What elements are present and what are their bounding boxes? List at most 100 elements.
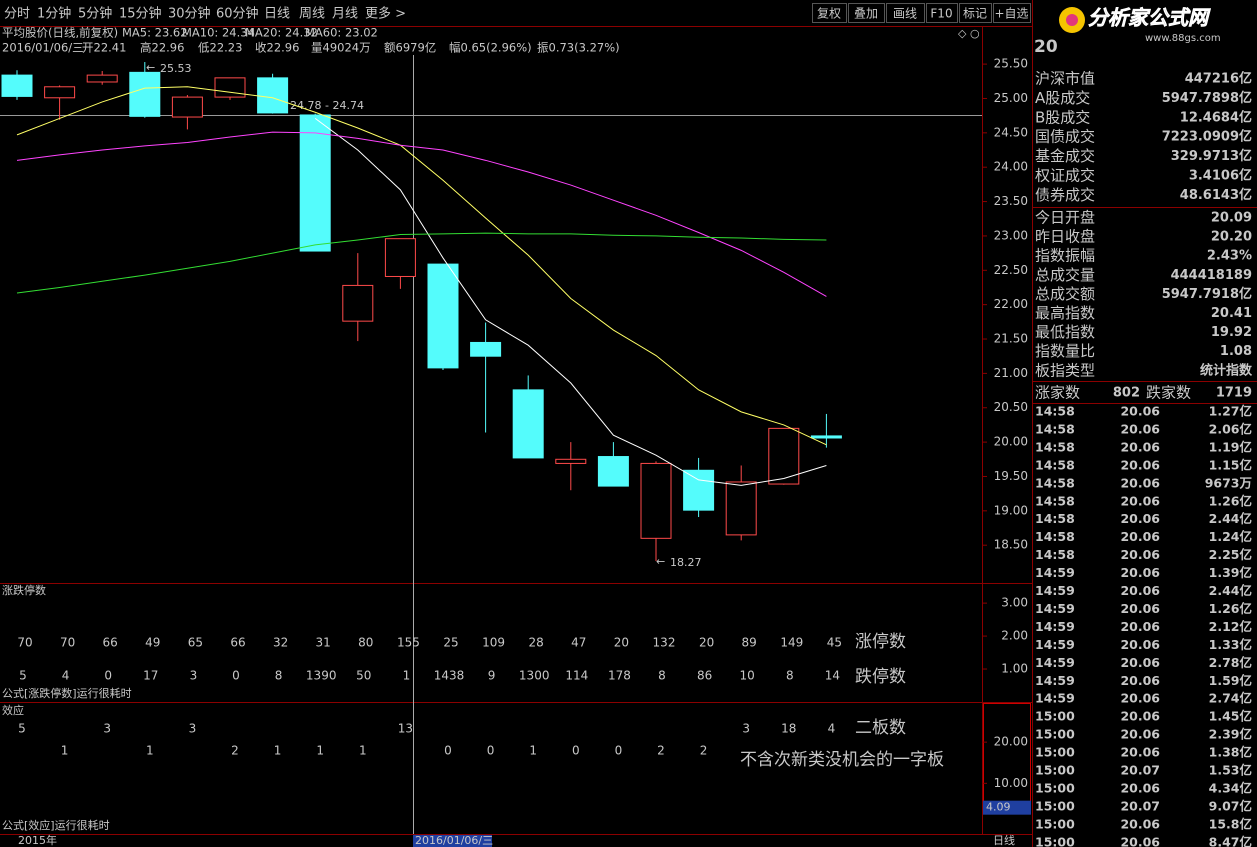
toolbar-button[interactable]: 画线 [893,7,917,21]
side-label: B股成交 [1035,108,1090,126]
tick-price: 20.07 [1120,763,1160,778]
y-tick-label: 21.50 [994,332,1028,346]
logo-title: 分析家公式网 [1088,6,1211,30]
info-label: 额6979亿 [384,41,436,55]
panel-title: 涨跌停数 [2,583,46,597]
candle-body [299,114,331,252]
y-tick-label: 22.50 [994,263,1028,277]
toolbar-tab[interactable]: 1分钟 [37,6,71,22]
tick-price: 20.06 [1120,691,1160,706]
one-word-count: 1 [274,744,282,758]
y-tick-label: 23.00 [994,228,1028,242]
tick-price: 20.06 [1120,655,1160,670]
tick-price: 20.06 [1120,727,1160,742]
limit-up-count: 20 [699,636,714,650]
tick-time: 14:58 [1035,511,1075,526]
candle-body [1,74,33,97]
cursor-date: 2016/01/06/三 [415,834,493,847]
tick-volume: 2.74亿 [1209,691,1252,706]
tick-time: 14:58 [1035,493,1075,508]
date-box [413,835,492,847]
toolbar-tab[interactable]: 30分钟 [168,6,211,22]
tick-price: 20.06 [1120,583,1160,598]
second-board-count: 4 [828,722,836,736]
limit-up-count: 109 [482,636,505,650]
toolbar-button[interactable]: 叠加 [854,7,878,21]
side-label: 指数振幅 [1035,247,1095,265]
candle-body [257,77,289,114]
toolbar-button[interactable]: 复权 [817,7,841,21]
ma-label: MA5: 23.62 [122,26,188,40]
icon: ◇ [958,27,967,40]
one-word-count: 0 [572,744,580,758]
y-tick-label: 1.00 [1001,662,1028,676]
toolbar-tab[interactable]: 月线 [332,7,358,22]
limit-up-count: 65 [188,636,203,650]
info-label: 高22.96 [140,41,184,55]
side-label: 基金成交 [1035,147,1095,165]
tick-price: 20.06 [1120,529,1160,544]
tick-time: 15:00 [1035,763,1075,778]
tick-volume: 2.78亿 [1209,655,1252,670]
y-tick-label: 10.00 [994,776,1028,790]
tick-time: 14:59 [1035,583,1075,598]
tick-price: 20.06 [1120,601,1160,616]
tick-time: 15:00 [1035,780,1075,795]
toolbar-tab[interactable]: 日线 [264,7,290,22]
side-label: 涨家数 [1035,384,1080,402]
limit-down-count: 50 [356,669,371,683]
tick-time: 14:59 [1035,619,1075,634]
candle-body [640,462,672,539]
current-value: 4.09 [986,801,1011,814]
side-value: 2.43% [1207,249,1252,264]
annotation: 25.53 [160,62,192,75]
toolbar-button[interactable]: +自选 [994,7,1028,21]
toolbar-tab[interactable]: 60分钟 [216,6,259,22]
toolbar-tab[interactable]: 更多 > [365,6,406,22]
tick-price: 20.06 [1120,816,1160,831]
logo-icon [1066,14,1078,26]
y-tick-label: 25.00 [994,91,1028,105]
limit-down-count: 8 [786,669,794,683]
candle-body [555,458,587,464]
toolbar-tab[interactable]: 分时 [4,7,30,22]
limit-up-count: 132 [653,636,676,650]
toolbar-button[interactable]: F10 [930,7,952,21]
limit-up-count: 32 [273,636,288,650]
side-value: 447216亿 [1185,71,1252,87]
toolbar-tab[interactable]: 周线 [299,7,325,22]
y-tick-label: 18.50 [994,538,1028,552]
limit-down-count: 1438 [434,669,465,683]
tick-volume: 1.15亿 [1209,457,1252,472]
tick-time: 14:58 [1035,547,1075,562]
toolbar-tab[interactable]: 5分钟 [78,6,112,22]
limit-down-count: 10 [740,669,755,683]
side-value: 5947.7898亿 [1162,90,1252,106]
side-label: 板指类型 [1035,361,1095,379]
info-label: 振0.73(3.27%) [537,41,620,55]
candle-body [214,77,246,98]
limit-down-count: 86 [697,669,712,683]
second-board-count: 18 [781,722,796,736]
tick-time: 14:59 [1035,601,1075,616]
y-tick-label: 24.50 [994,125,1028,139]
toolbar-button[interactable]: 标记 [963,7,987,21]
annotation: ← [146,61,155,74]
tick-price: 20.06 [1120,745,1160,760]
side-value: 20.20 [1211,230,1252,245]
toolbar-button-frame [993,3,1031,23]
limit-up-count: 20 [614,636,629,650]
ma-line [16,232,827,294]
tick-volume: 1.38亿 [1209,745,1252,760]
side-value: 7223.0909亿 [1162,129,1252,145]
tick-time: 14:58 [1035,475,1075,490]
toolbar-tab[interactable]: 15分钟 [119,6,162,22]
tick-volume: 2.06亿 [1209,421,1252,436]
candle-body [725,481,757,536]
limit-down-count: 178 [608,669,631,683]
tick-price: 20.06 [1120,439,1160,454]
legend-label: 跌停数 [855,667,906,687]
tick-time: 14:58 [1035,457,1075,472]
ma-line [16,86,827,446]
